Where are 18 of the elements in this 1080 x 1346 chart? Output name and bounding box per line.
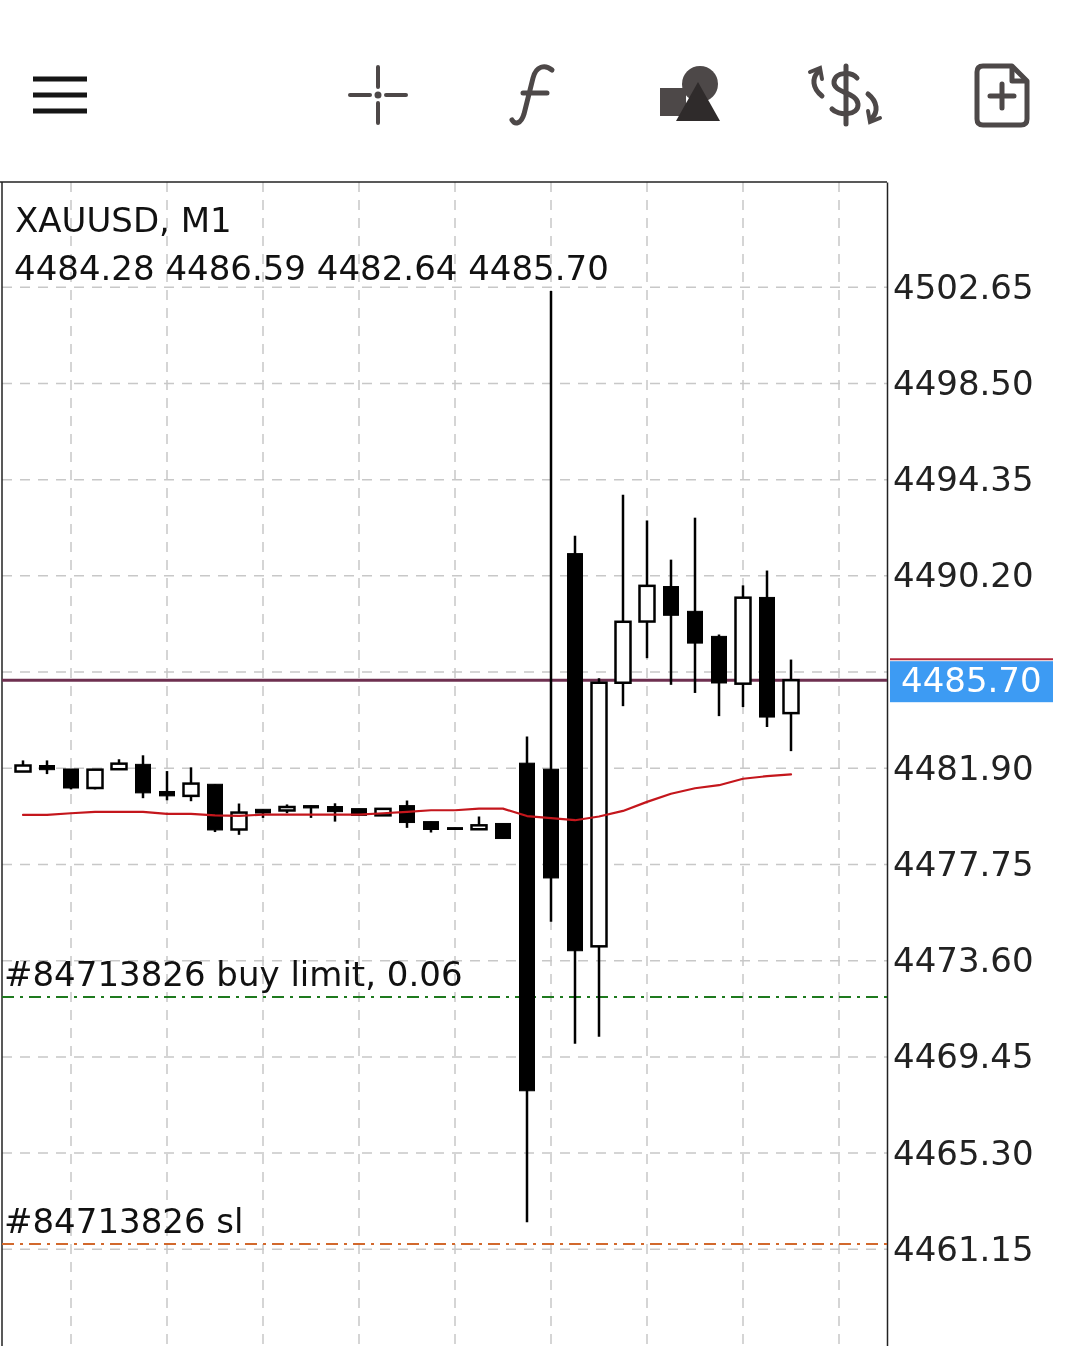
ref-line-label: #84713826 buy limit, 0.06 (4, 954, 463, 995)
y-tick-label: 4465.30 (893, 1132, 1034, 1173)
y-tick-label: 4494.35 (893, 459, 1034, 500)
y-tick-label: 4473.60 (893, 940, 1034, 981)
ref-line-label: #84713826 sl (4, 1201, 244, 1241)
y-tick-label: 4490.20 (893, 555, 1034, 596)
y-tick-label: 4481.90 (893, 747, 1034, 788)
ref-line-label: 4485.70 (901, 659, 1042, 700)
y-tick-label: 4477.75 (893, 843, 1034, 884)
candlestick (182, 766, 200, 803)
candlestick (327, 802, 343, 823)
text: 4484.28 4486.59 4482.64 4485.70 (14, 248, 609, 288)
y-tick-label: 4469.45 (893, 1036, 1034, 1077)
y-tick-label: 4461.15 (893, 1228, 1034, 1269)
y-tick-label: 4502.65 (893, 266, 1034, 307)
text: XAUUSD, M1 (15, 200, 232, 240)
y-tick-label: 4498.50 (893, 362, 1034, 403)
candlestick (159, 769, 175, 802)
